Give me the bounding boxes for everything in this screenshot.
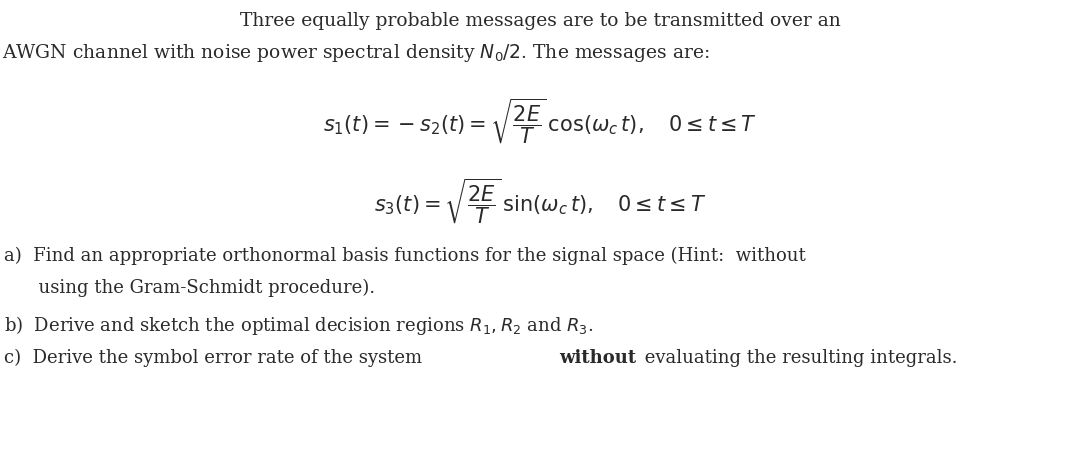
Text: Three equally probable messages are to be transmitted over an: Three equally probable messages are to b… [240,12,840,30]
Text: c)  Derive the symbol error rate of the system: c) Derive the symbol error rate of the s… [4,349,428,367]
Text: AWGN channel with noise power spectral density $N_0/2$. The messages are:: AWGN channel with noise power spectral d… [2,42,710,64]
Text: $s_1(t) = -s_2(t) = \sqrt{\dfrac{2E}{T}}\,\cos(\omega_c\, t),\quad 0 \leq t \leq: $s_1(t) = -s_2(t) = \sqrt{\dfrac{2E}{T}}… [323,97,757,146]
Text: $s_3(t) = \sqrt{\dfrac{2E}{T}}\,\sin(\omega_c\, t),\quad 0 \leq t \leq T$: $s_3(t) = \sqrt{\dfrac{2E}{T}}\,\sin(\om… [374,177,706,227]
Text: without: without [559,349,636,367]
Text: using the Gram-Schmidt procedure).: using the Gram-Schmidt procedure). [4,279,375,297]
Text: b)  Derive and sketch the optimal decision regions $R_1, R_2$ and $R_3$.: b) Derive and sketch the optimal decisio… [4,314,594,337]
Text: a)  Find an appropriate orthonormal basis functions for the signal space (Hint: : a) Find an appropriate orthonormal basis… [4,247,806,265]
Text: evaluating the resulting integrals.: evaluating the resulting integrals. [639,349,958,367]
